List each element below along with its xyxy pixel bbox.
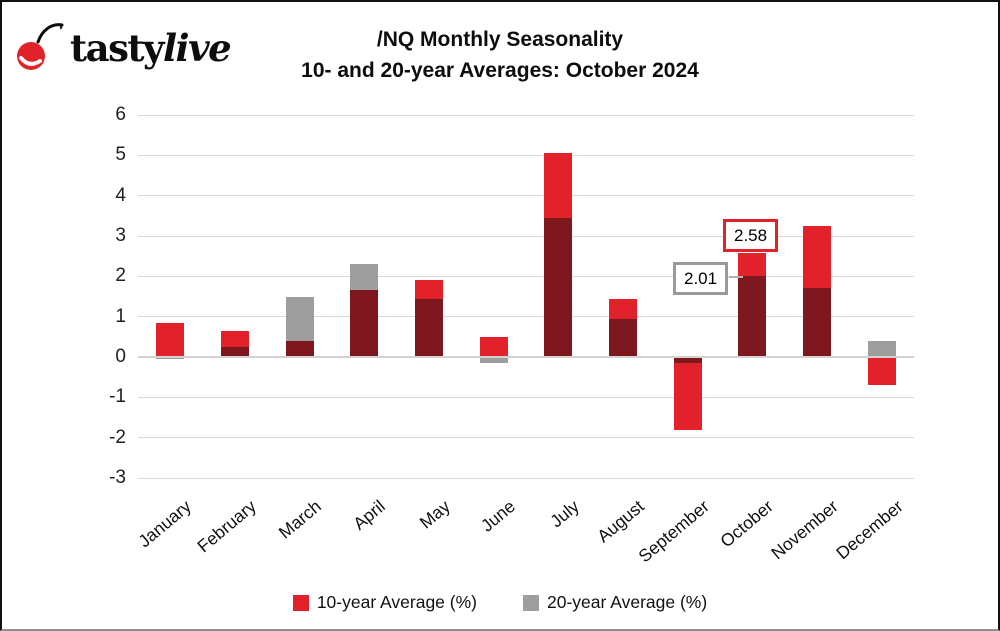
legend-item-20yr: 20-year Average (%) [523, 592, 707, 613]
bar-20yr-April [350, 264, 379, 291]
plot-area [138, 114, 914, 479]
bar-10yr-May [415, 280, 443, 299]
chart-title-block: /NQ Monthly Seasonality 10- and 20-year … [2, 24, 998, 86]
logo-live: live [163, 26, 232, 70]
bar-10yr-July [544, 153, 573, 218]
chart-title: /NQ Monthly Seasonality [376, 28, 624, 51]
y-tick-label: 4 [115, 184, 126, 206]
bar-overlap-November [803, 288, 831, 357]
bar-10yr-October [738, 252, 767, 276]
bar-20yr-January [156, 357, 185, 360]
bar-overlap-October [738, 275, 767, 357]
bar-10yr-June [479, 336, 508, 357]
bar-overlap-February [221, 346, 249, 357]
y-tick-label: -3 [109, 467, 126, 488]
callout-20yr-october: 2.01 [673, 262, 729, 295]
legend-swatch-10yr-icon [292, 594, 309, 611]
legend-item-10yr: 10-year Average (%) [292, 592, 477, 613]
cherry-logo-icon [17, 23, 64, 70]
chart-subtitle: 10- and 20-year Averages: October 2024 [301, 59, 699, 82]
gridline [138, 396, 914, 398]
callout-10yr-october: 2.58 [723, 219, 779, 252]
bar-20yr-December [867, 340, 896, 357]
bar-10yr-November [803, 225, 831, 289]
bar-overlap-September [673, 357, 702, 364]
bar-overlap-August [609, 318, 637, 357]
legend-swatch-20yr-icon [523, 594, 539, 611]
gridline [138, 316, 914, 318]
legend: 10-year Average (%) 20-year Average (%) [2, 592, 998, 613]
bar-overlap-April [350, 290, 379, 357]
callout-leader-line [729, 276, 743, 278]
bar-10yr-September [673, 363, 702, 430]
gridline [138, 275, 914, 277]
tastylive-logo: tastylive [16, 20, 232, 72]
logo-wordmark: tastylive [70, 24, 232, 72]
bar-overlap-March [285, 340, 314, 357]
logo-tasty: tasty [70, 26, 165, 70]
gridline [138, 235, 914, 237]
y-tick-label: -1 [109, 386, 126, 408]
x-axis-labels: January February March April May June July Augu… [135, 482, 914, 592]
gridline [138, 195, 914, 197]
bar-10yr-December [867, 357, 896, 386]
gridline [138, 154, 914, 156]
bar-10yr-August [609, 298, 637, 319]
y-tick-label: -2 [109, 426, 126, 448]
y-tick-label: 2 [115, 265, 126, 287]
zero-axis-line [138, 356, 914, 358]
legend-label-10yr: 10-year Average (%) [316, 592, 477, 612]
gridline [138, 477, 914, 479]
gridline [138, 437, 914, 439]
gridline [138, 114, 914, 116]
bar-10yr-February [221, 330, 249, 347]
legend-label-20yr: 20-year Average (%) [547, 592, 708, 612]
bar-overlap-July [544, 217, 573, 357]
y-tick-label: 3 [115, 225, 126, 246]
bar-10yr-January [156, 322, 185, 357]
bar-20yr-June [479, 357, 508, 364]
bar-overlap-May [415, 298, 443, 357]
y-tick-label: 5 [115, 144, 126, 166]
y-tick-label: 6 [115, 104, 126, 125]
y-tick-label: 0 [115, 346, 126, 367]
y-tick-label: 1 [115, 305, 126, 327]
bar-20yr-March [285, 296, 314, 341]
